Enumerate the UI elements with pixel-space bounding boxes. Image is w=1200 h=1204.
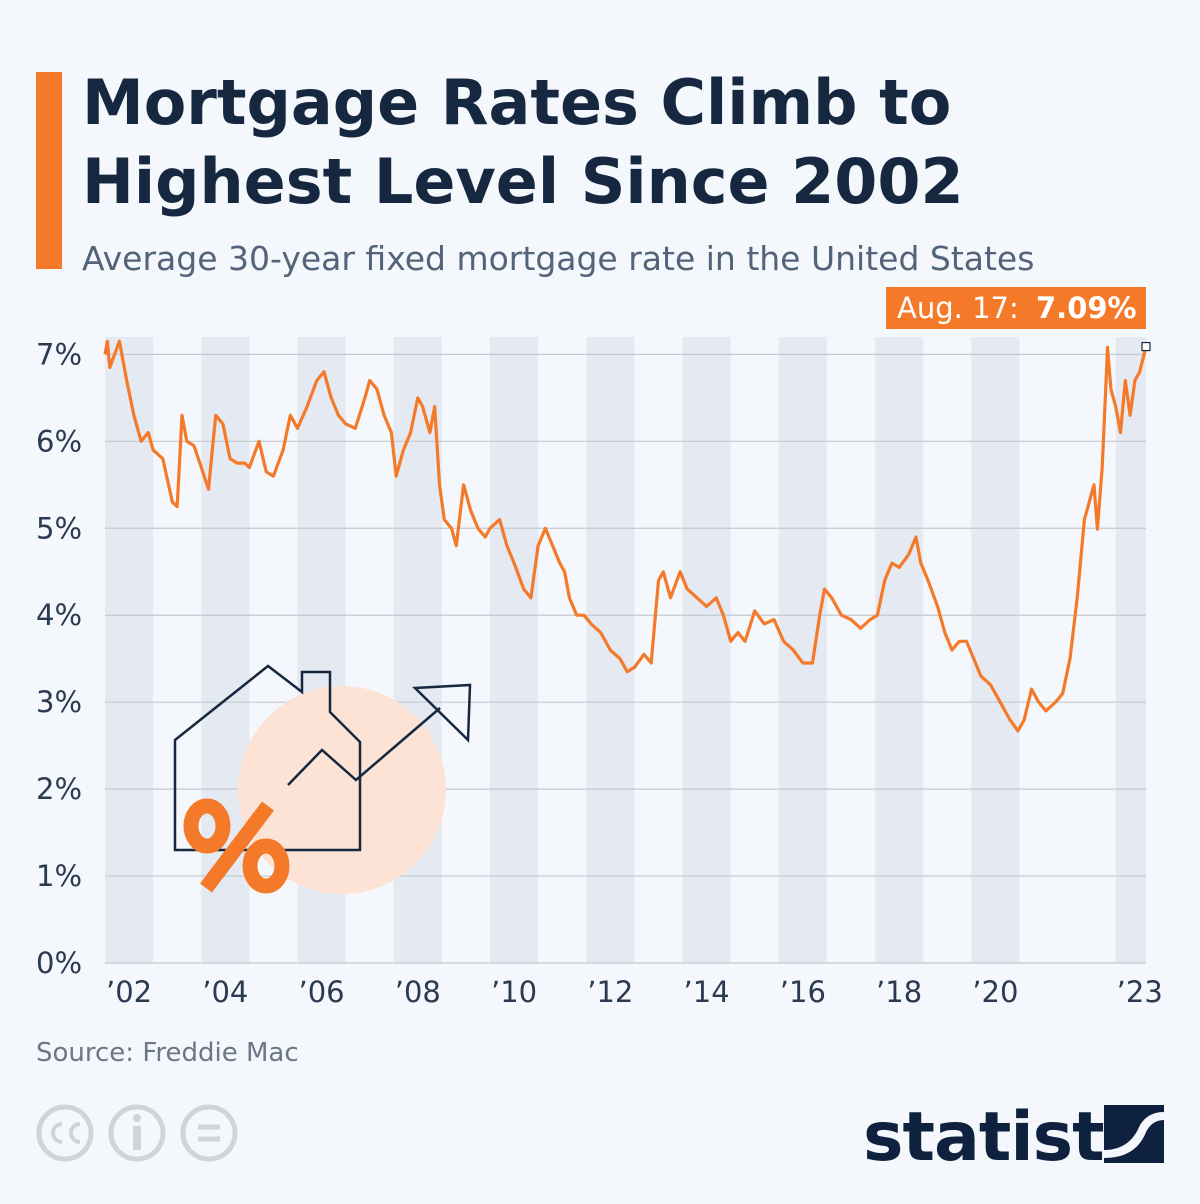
arrow-icon — [287, 707, 441, 786]
percent-icon — [183, 798, 290, 894]
x-tick-label: ’02 — [106, 975, 152, 1009]
year-band — [682, 337, 731, 963]
x-tick-label: ’14 — [684, 975, 730, 1009]
last-point — [1141, 341, 1151, 352]
y-tick-label: 5% — [36, 511, 82, 545]
x-tick-label: ’08 — [395, 975, 441, 1009]
year-band — [778, 337, 827, 963]
y-tick-label: 3% — [36, 685, 82, 719]
house-icon — [173, 664, 362, 852]
x-tick-label: ’16 — [780, 975, 826, 1009]
brand-logo: statista — [863, 1098, 1149, 1177]
chart-title: Mortgage Rates Climb to — [82, 66, 951, 139]
illustration-circle — [238, 686, 446, 894]
annotation-value: 7.09% — [1036, 291, 1137, 325]
license-icons — [36, 1104, 238, 1162]
annotation-date: Aug. 17: — [897, 291, 1019, 325]
annotation: Aug. 17: 7.09% — [886, 287, 1146, 329]
source: Source: Freddie Mac — [36, 1038, 299, 1068]
y-tick-label: 6% — [36, 424, 82, 458]
x-tick-label: ’23 — [1117, 975, 1163, 1009]
x-tick-label: ’10 — [491, 975, 537, 1009]
y-tick-label: 1% — [36, 859, 82, 893]
x-tick-label: ’04 — [202, 975, 248, 1009]
year-band — [971, 337, 1020, 963]
year-band — [490, 337, 539, 963]
year-band — [875, 337, 924, 963]
x-tick-label: ’18 — [876, 975, 922, 1009]
year-band — [105, 337, 154, 963]
chart-title: Highest Level Since 2002 — [82, 145, 964, 218]
y-tick-label: 4% — [36, 598, 82, 632]
plot — [103, 339, 1151, 733]
y-tick-label: 2% — [36, 772, 82, 806]
chart-subtitle: Average 30-year fixed mortgage rate in t… — [82, 239, 1034, 278]
arrow-head — [412, 683, 472, 743]
x-tick-label: ’20 — [972, 975, 1018, 1009]
brand-mark — [1104, 1105, 1164, 1163]
rate-line — [103, 339, 1148, 733]
illustration — [173, 664, 472, 894]
annotation-box — [886, 287, 1146, 329]
y-tick-label: 7% — [36, 337, 82, 371]
title-accent — [36, 72, 62, 269]
y-tick-label: 0% — [36, 946, 82, 980]
x-tick-label: ’06 — [299, 975, 345, 1009]
x-tick-label: ’12 — [587, 975, 633, 1009]
